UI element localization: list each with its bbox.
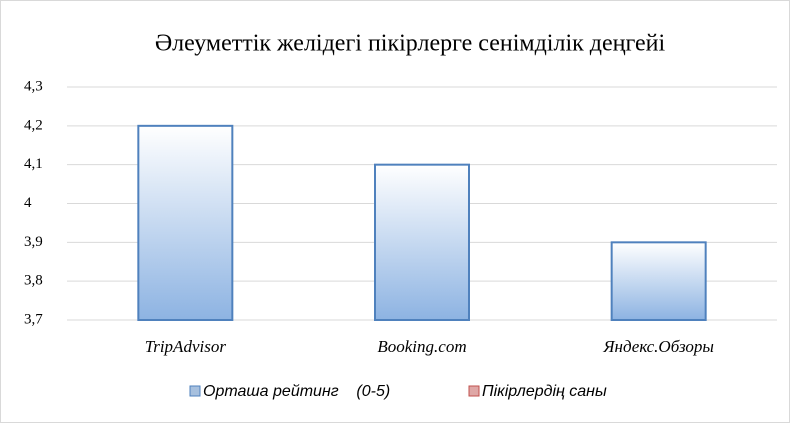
y-tick-label: 4,2 [24, 117, 43, 133]
x-tick-label: Яндекс.Обзоры [602, 337, 714, 356]
x-tick-label: TripAdvisor [145, 337, 227, 356]
legend-label: Пікірлердің саны [482, 383, 607, 400]
chart-title: Әлеуметтік желідегі пікірлерге сенімділі… [155, 31, 666, 57]
y-tick-label: 4 [24, 195, 32, 211]
legend-label: Орташа рейтинг (0-5) [203, 383, 390, 400]
y-tick-label: 3,8 [24, 273, 43, 289]
bar [610, 241, 707, 321]
y-tick-label: 3,7 [24, 311, 43, 327]
legend-swatch [189, 385, 201, 397]
y-tick-label: 4,3 [24, 78, 43, 94]
x-tick-label: Booking.com [377, 337, 466, 356]
bar [374, 163, 470, 321]
legend-swatch [468, 385, 480, 397]
y-tick-label: 4,1 [24, 156, 43, 172]
bar [137, 124, 234, 322]
y-tick-label: 3,9 [24, 234, 43, 250]
